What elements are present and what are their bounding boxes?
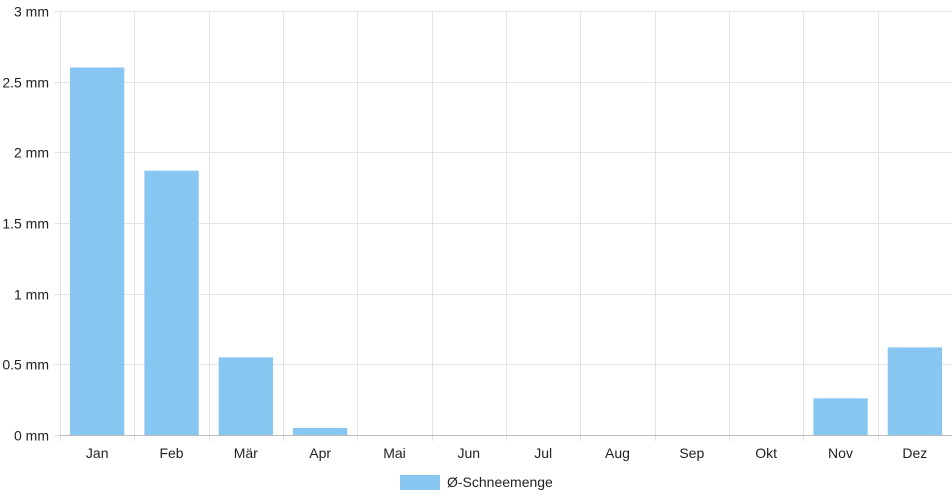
bar-nov[interactable] <box>813 398 868 435</box>
x-tick-label: Dez <box>902 445 927 461</box>
x-tick-label: Apr <box>309 445 331 461</box>
x-tick-label: Sep <box>679 445 704 461</box>
x-tick-label: Jan <box>86 445 109 461</box>
axes <box>54 11 952 436</box>
bar-mär[interactable] <box>218 357 273 435</box>
x-tick-label: Feb <box>159 445 183 461</box>
bar-dez[interactable] <box>887 347 942 435</box>
y-tick-label: 2 mm <box>14 145 49 161</box>
x-tick-label: Mär <box>234 445 258 461</box>
bars <box>70 67 942 436</box>
y-tick-label: 1 mm <box>14 287 49 303</box>
bar-apr[interactable] <box>293 427 348 435</box>
y-tick-label: 3 mm <box>14 4 49 20</box>
x-tick-label: Nov <box>828 445 853 461</box>
legend[interactable]: Ø-Schneemenge <box>400 474 553 490</box>
bar-feb[interactable] <box>144 170 199 435</box>
legend-swatch <box>400 475 440 490</box>
bar-jan[interactable] <box>70 67 125 436</box>
x-tick-labels: Jan Feb Mär Apr Mai Jun Jul Aug Sep Okt Nov Dez <box>86 445 927 461</box>
x-tick-label: Jun <box>458 445 481 461</box>
x-tick-label: Aug <box>605 445 630 461</box>
legend-label: Ø-Schneemenge <box>447 474 553 490</box>
grid-lines <box>60 11 952 441</box>
y-tick-label: 0.5 mm <box>2 357 49 373</box>
y-tick-labels: 0 mm 0.5 mm 1 mm 1.5 mm 2 mm 2.5 mm 3 mm <box>2 4 49 444</box>
x-tick-label: Mai <box>383 445 406 461</box>
x-tick-label: Jul <box>534 445 552 461</box>
y-tick-label: 1.5 mm <box>2 216 49 232</box>
y-tick-label: 2.5 mm <box>2 75 49 91</box>
y-tick-label: 0 mm <box>14 428 49 444</box>
x-tick-label: Okt <box>755 445 777 461</box>
